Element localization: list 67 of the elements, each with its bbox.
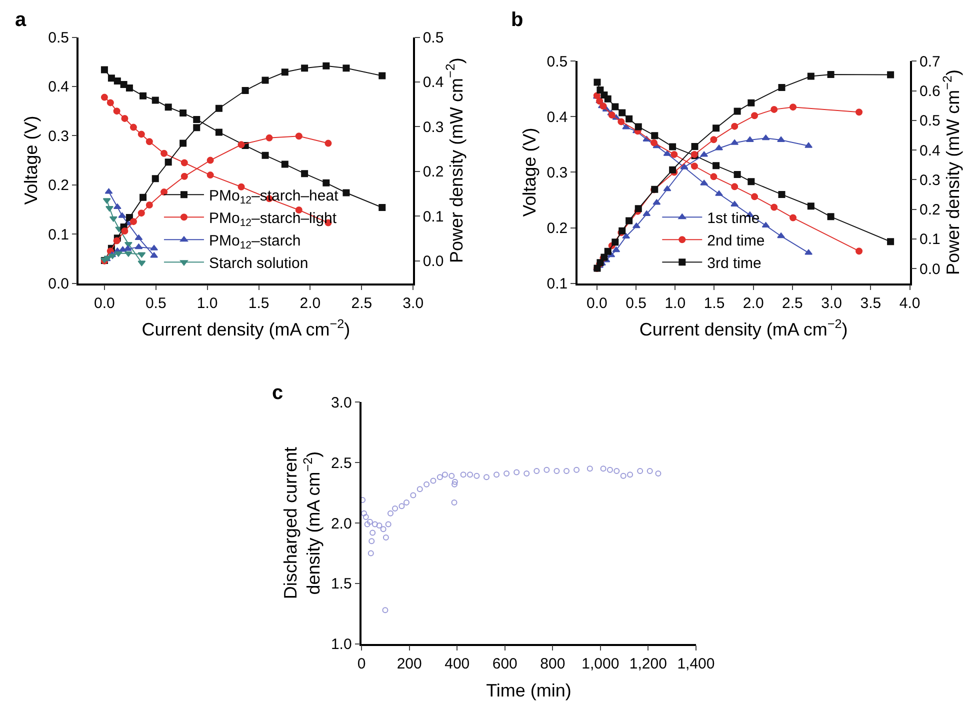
y2-tick-label: 0.2 (422, 164, 444, 181)
y-tick-label: 2.5 (330, 454, 352, 472)
y-tick-label: 1.5 (330, 576, 352, 593)
x-tick-label: 3.5 (860, 295, 882, 312)
x-tick-label: 1.5 (248, 295, 270, 312)
chart-title: b (511, 9, 524, 31)
y-tick-label: 0.1 (546, 276, 568, 293)
x-axis-title: Time (min) (486, 680, 572, 700)
y-tick-label: 0.0 (48, 276, 69, 293)
y-tick-label: 1.0 (330, 636, 352, 654)
y-axis-title: Voltage (V) (20, 116, 41, 205)
y-tick-label: 0.4 (48, 78, 69, 96)
chart-title: c (272, 382, 284, 404)
y2-tick-label: 0.7 (920, 53, 940, 70)
legend-label: PMo$_{12}$–starch (208, 232, 301, 252)
y2-tick-label: 0.4 (920, 142, 940, 160)
x-tick-label: 0.5 (626, 295, 646, 312)
y2-tick-label: 0.0 (422, 253, 444, 270)
x-tick-label: 3.0 (402, 295, 424, 312)
x-tick-label: 800 (540, 656, 566, 673)
y-tick-label: 2.0 (330, 515, 352, 532)
y2-tick-label: 0.1 (422, 208, 444, 226)
x-tick-label: 2.0 (742, 295, 764, 312)
legend-label: 3rd time (707, 254, 762, 272)
chart-title: a (15, 9, 27, 31)
y2-tick-label: 0.1 (920, 231, 940, 248)
x-tick-label: 400 (444, 656, 470, 673)
y-tick-label: 0.5 (48, 30, 69, 47)
y-tick-label: 0.5 (546, 53, 568, 70)
x-tick-label: 1.0 (196, 295, 218, 312)
y2-tick-label: 0.5 (920, 112, 940, 130)
y-tick-label: 0.2 (546, 220, 568, 238)
x-tick-label: 0.0 (94, 295, 115, 312)
x-tick-label: 4.0 (899, 295, 920, 312)
y2-tick-label: 0.5 (422, 30, 444, 47)
y2-tick-label: 0.3 (920, 172, 940, 189)
x-tick-label: 2.5 (351, 295, 372, 312)
x-tick-label: 200 (396, 656, 422, 673)
x-tick-label: 1,000 (582, 656, 620, 673)
y-tick-label: 0.1 (48, 226, 69, 244)
y2-tick-label: 0.6 (920, 83, 940, 100)
x-tick-label: 0.5 (145, 295, 166, 312)
x-tick-label: 2.0 (300, 295, 321, 312)
y-tick-label: 0.4 (546, 108, 568, 126)
y2-tick-label: 0.4 (422, 74, 444, 92)
y-tick-label: 0.2 (48, 177, 69, 194)
x-tick-label: 2.5 (782, 295, 803, 312)
x-tick-label: 0.0 (586, 295, 608, 312)
x-tick-label: 0 (357, 656, 366, 673)
y2-tick-label: 0.0 (920, 260, 940, 278)
x-axis-title: Current density (mA cm$^{−2}$) (142, 317, 350, 340)
y2-tick-label: 0.3 (422, 118, 444, 136)
y-axis-title: Voltage (V) (519, 128, 540, 217)
x-tick-label: 1,400 (677, 656, 715, 673)
legend-label: Starch solution (208, 254, 308, 272)
y-tick-label: 3.0 (330, 394, 352, 412)
x-tick-label: 1.5 (704, 295, 725, 312)
y-tick-label: 0.3 (546, 164, 568, 182)
legend-label: 1st time (707, 210, 760, 227)
x-tick-label: 600 (492, 656, 518, 673)
x-tick-label: 1,200 (629, 656, 667, 673)
x-axis-title: Current density (mA cm$^{−2}$) (639, 317, 848, 340)
x-tick-label: 3.0 (821, 295, 842, 312)
x-tick-label: 1.0 (664, 295, 686, 312)
y-tick-label: 0.3 (48, 128, 69, 145)
legend-label: 2nd time (707, 232, 765, 250)
y2-tick-label: 0.2 (920, 202, 940, 219)
